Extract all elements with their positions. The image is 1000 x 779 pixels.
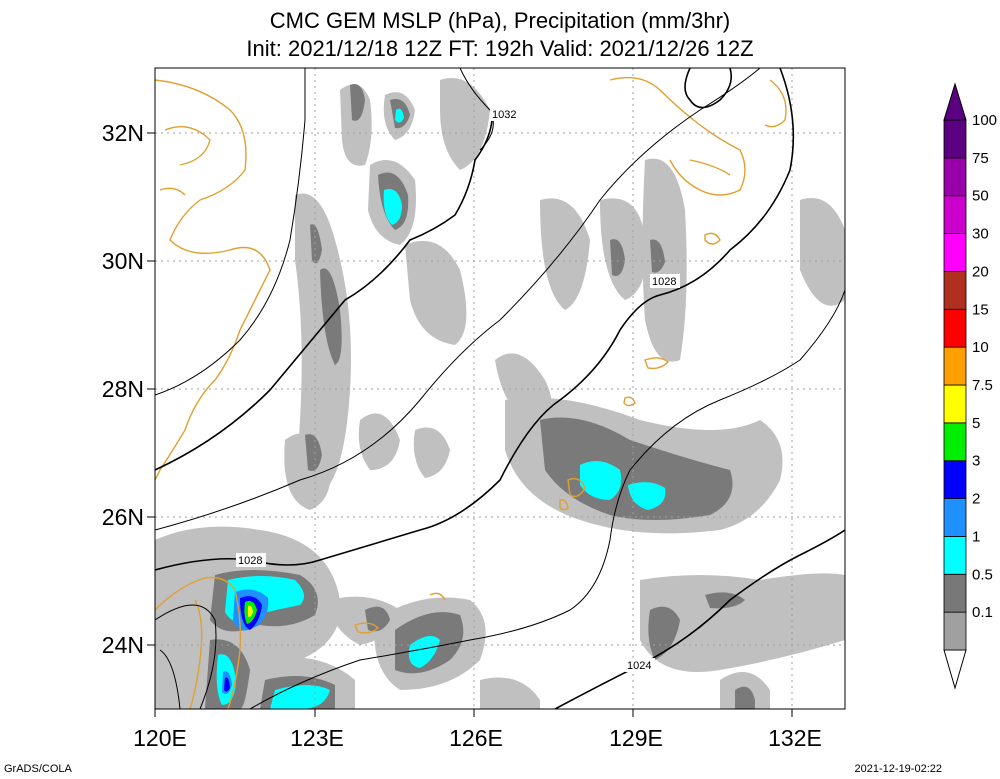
- colorbar-swatch: [943, 233, 967, 272]
- lon-tick-label: 126E: [449, 725, 503, 751]
- lat-tick-label: 30N: [102, 248, 144, 274]
- colorbar-label: 10: [972, 339, 989, 356]
- colorbar-high-triangle: [943, 82, 967, 121]
- isobar-label-1032: 1032: [492, 109, 516, 121]
- colorbar-label: 30: [972, 226, 989, 243]
- lat-axis: [147, 132, 155, 646]
- colorbar-swatch: [943, 611, 967, 651]
- isobar-label-1028-east: 1028: [652, 276, 676, 288]
- colorbar-label: 0.1: [972, 604, 993, 621]
- colorbar-swatch: [943, 308, 967, 348]
- colorbar-swatch: [943, 271, 967, 310]
- colorbar-swatch: [943, 498, 967, 537]
- coastlines: [155, 76, 787, 709]
- colorbar-label: 5: [972, 415, 980, 432]
- isobar-label-1024: 1024: [627, 660, 651, 672]
- lon-tick-label: 123E: [290, 725, 344, 751]
- colorbar-label: 1: [972, 528, 980, 545]
- lon-tick-label: 120E: [133, 725, 187, 751]
- colorbar-swatch: [943, 460, 967, 499]
- isobar-labels: 1032 1028 1028 1024: [236, 107, 680, 672]
- isobar-label-1028-west: 1028: [238, 555, 262, 567]
- colorbar-swatch: [943, 384, 967, 424]
- colorbar-swatch: [943, 422, 967, 462]
- map-subtitle: Init: 2021/12/18 12Z FT: 192h Valid: 202…: [246, 36, 754, 61]
- colorbar-label: 15: [972, 301, 989, 318]
- lat-tick-label: 28N: [102, 376, 144, 402]
- colorbar: 100 75 50 30 20 15 10 7.5 5 3 2 1 0.5 0.1: [943, 82, 997, 690]
- colorbar-label: 100: [972, 112, 997, 129]
- colorbar-swatch: [943, 119, 967, 159]
- colorbar-label: 7.5: [972, 377, 993, 394]
- footer-right: 2021-12-19-02:22: [854, 763, 942, 775]
- footer-left: GrADS/COLA: [4, 763, 72, 775]
- precip-heavy-core: [244, 601, 257, 624]
- lon-tick-label: 132E: [768, 725, 822, 751]
- lon-tick-label: 129E: [609, 725, 663, 751]
- colorbar-swatch: [943, 195, 967, 234]
- lat-tick-label: 24N: [102, 632, 144, 658]
- colorbar-label: 3: [972, 453, 980, 470]
- lat-tick-label: 32N: [102, 120, 144, 146]
- colorbar-swatch: [943, 157, 967, 197]
- map-title: CMC GEM MSLP (hPa), Precipitation (mm/3h…: [269, 8, 731, 33]
- colorbar-swatch: [943, 346, 967, 386]
- lat-tick-label: 26N: [102, 504, 144, 530]
- colorbar-label: 75: [972, 150, 989, 167]
- colorbar-label: 20: [972, 263, 989, 280]
- isobars: [155, 68, 845, 709]
- colorbar-label: 2: [972, 491, 980, 508]
- colorbar-swatch: [943, 573, 967, 613]
- colorbar-label: 0.5: [972, 566, 993, 583]
- colorbar-swatch: [943, 536, 967, 575]
- colorbar-label: 50: [972, 188, 989, 205]
- colorbar-low-triangle: [943, 649, 967, 690]
- lon-axis: [154, 709, 793, 717]
